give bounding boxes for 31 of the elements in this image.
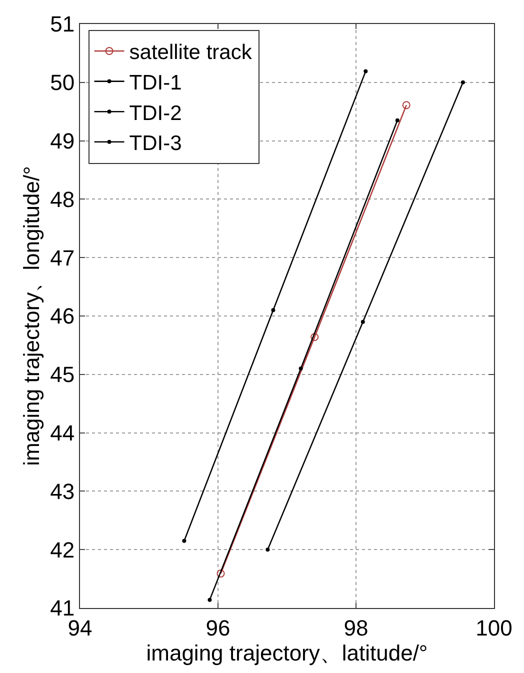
x-tick-label: 98	[344, 615, 368, 640]
y-tick-label: 49	[50, 128, 75, 154]
point	[271, 308, 276, 312]
point	[395, 118, 400, 122]
legend-label: TDI-3	[129, 132, 182, 156]
y-tick-label: 46	[50, 304, 75, 329]
y-tick-label: 51	[50, 12, 75, 37]
point	[182, 538, 186, 543]
y-tick-label: 45	[50, 362, 75, 388]
point	[208, 598, 212, 602]
legend-label: TDI-1	[129, 71, 182, 94]
point	[364, 69, 368, 74]
y-tick-label: 48	[50, 186, 75, 212]
legend-label: TDI-2	[129, 102, 182, 125]
point	[310, 333, 319, 342]
x-tick-label: 96	[206, 615, 230, 640]
legend-label: satellite track	[129, 41, 252, 64]
point	[360, 320, 365, 324]
y-tick-label: 50	[50, 70, 75, 96]
y-axis-title: imaging trajectory、longitude/°	[18, 166, 44, 466]
y-tick-label: 47	[50, 245, 75, 270]
point	[266, 548, 270, 552]
y-tick-label: 43	[50, 478, 75, 504]
x-axis-title: imaging trajectory、latitude/°	[146, 640, 428, 666]
x-tick-label: 100	[476, 615, 512, 640]
y-tick-label: 44	[50, 420, 75, 446]
point	[402, 101, 410, 110]
point	[216, 570, 225, 578]
y-tick-label: 42	[50, 537, 75, 562]
point	[460, 80, 465, 84]
point	[298, 366, 303, 371]
